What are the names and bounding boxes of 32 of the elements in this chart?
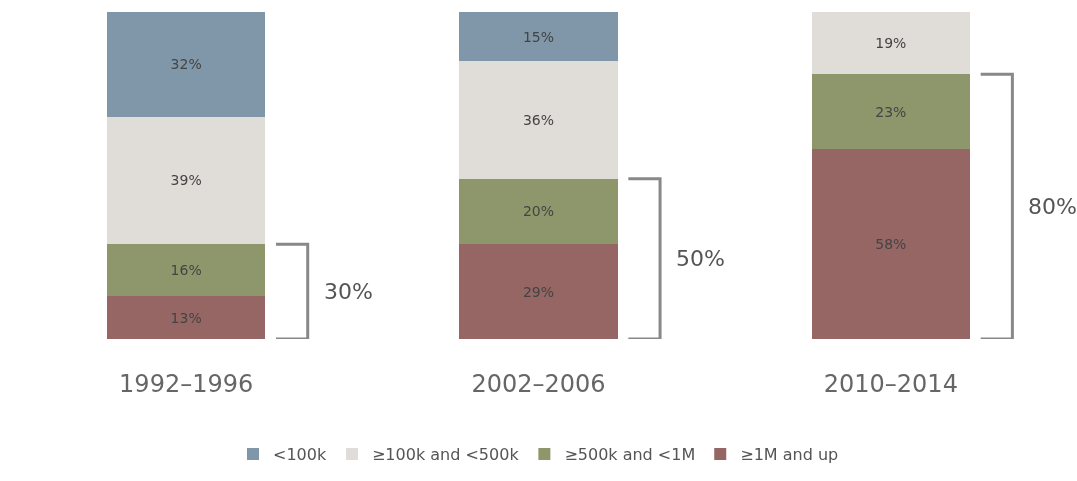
bar xyxy=(459,244,618,339)
legend-label: ≥100k and <500k xyxy=(371,445,520,465)
data-label: 29% xyxy=(522,283,555,300)
bar xyxy=(459,61,618,179)
x-tick-label: 2002–2006 xyxy=(471,370,606,398)
annotation: 30% xyxy=(324,279,373,304)
annotation: 50% xyxy=(676,246,725,271)
x-tick-label: 2010–2014 xyxy=(823,370,958,398)
data-label: 15% xyxy=(522,28,555,45)
annotation: 80% xyxy=(1028,194,1077,219)
x-tick-label: 1992–1996 xyxy=(119,370,254,398)
data-label: 36% xyxy=(522,111,555,128)
legend-label: <100k xyxy=(273,445,327,465)
data-label: 13% xyxy=(170,309,202,326)
data-label: 23% xyxy=(875,103,907,120)
data-label: 58% xyxy=(875,236,907,253)
bar xyxy=(459,178,618,245)
bar xyxy=(811,12,971,75)
bar xyxy=(106,296,266,339)
data-label: 19% xyxy=(875,35,907,52)
data-label: 20% xyxy=(522,203,555,220)
bar xyxy=(106,116,266,245)
bar xyxy=(106,244,266,297)
data-label: 16% xyxy=(170,262,202,279)
bar xyxy=(459,12,618,62)
legend-label: ≥500k and <1M xyxy=(564,445,696,465)
data-label: 32% xyxy=(170,56,202,73)
data-label: 39% xyxy=(170,172,202,189)
legend-label: ≥1M and up xyxy=(740,445,839,465)
bar xyxy=(106,12,266,117)
bar xyxy=(811,74,971,150)
bar xyxy=(811,149,971,339)
